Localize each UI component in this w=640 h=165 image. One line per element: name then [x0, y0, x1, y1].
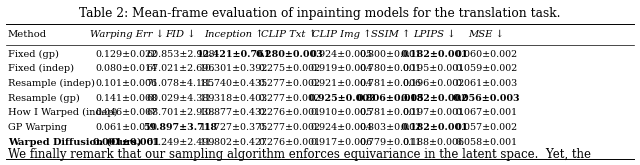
Text: 11.740±0.435: 11.740±0.435	[200, 79, 268, 88]
Text: Warping Err ↓: Warping Err ↓	[90, 30, 164, 39]
Text: Method: Method	[8, 30, 47, 39]
Text: 67.021±2.696: 67.021±2.696	[146, 64, 215, 73]
Text: 0.280±0.003: 0.280±0.003	[255, 50, 323, 59]
Text: Inception ↑: Inception ↑	[204, 30, 264, 39]
Text: 0.781±0.001: 0.781±0.001	[360, 108, 421, 117]
Text: 0.182±0.001: 0.182±0.001	[400, 123, 468, 132]
Text: SSIM ↑: SSIM ↑	[371, 30, 410, 39]
Text: CLIP Txt ↑: CLIP Txt ↑	[261, 30, 317, 39]
Text: 0.182±0.001: 0.182±0.001	[400, 50, 468, 59]
Text: 0.277±0.002: 0.277±0.002	[259, 79, 320, 88]
Text: 0.080±0.014: 0.080±0.014	[96, 64, 157, 73]
Text: 0.921±0.004: 0.921±0.004	[310, 79, 373, 88]
Text: 0.188±0.006: 0.188±0.006	[403, 138, 465, 147]
Text: 0.917±0.006: 0.917±0.006	[310, 138, 373, 147]
Text: 0.919±0.004: 0.919±0.004	[310, 64, 373, 73]
Text: 11.727±0.375: 11.727±0.375	[200, 123, 268, 132]
Text: 0.101±0.006: 0.101±0.006	[95, 79, 158, 88]
Text: 11.802±0.427: 11.802±0.427	[200, 138, 268, 147]
Text: Resample (indep): Resample (indep)	[8, 79, 95, 88]
Text: 10.301±0.392: 10.301±0.392	[200, 64, 268, 73]
Text: 0.800±0.001: 0.800±0.001	[360, 50, 421, 59]
Text: FID ↓: FID ↓	[165, 30, 196, 39]
Text: 0.046±0.007: 0.046±0.007	[95, 108, 158, 117]
Text: 0.276±0.001: 0.276±0.001	[258, 138, 321, 147]
Text: 60.853±2.908: 60.853±2.908	[146, 50, 215, 59]
Text: 0.182±0.002: 0.182±0.002	[400, 94, 468, 103]
Text: We finally remark that our sampling algorithm enforces equivariance in the laten: We finally remark that our sampling algo…	[8, 148, 591, 161]
Text: 59.897±3.718: 59.897±3.718	[143, 123, 218, 132]
Text: 0.910±0.005: 0.910±0.005	[310, 108, 373, 117]
Text: 0.275±0.002: 0.275±0.002	[258, 64, 321, 73]
Text: 0.276±0.001: 0.276±0.001	[258, 108, 321, 117]
Text: 0.277±0.002: 0.277±0.002	[259, 94, 320, 103]
Text: 68.701±2.938: 68.701±2.938	[147, 108, 214, 117]
Text: 0.925±0.003: 0.925±0.003	[308, 94, 376, 103]
Text: 0.197±0.001: 0.197±0.001	[403, 108, 465, 117]
Text: 71.078±4.185: 71.078±4.185	[147, 79, 214, 88]
Text: GP Warping: GP Warping	[8, 123, 67, 132]
Text: 0.141±0.008: 0.141±0.008	[96, 94, 157, 103]
Text: 0.058±0.001: 0.058±0.001	[455, 138, 518, 147]
Text: Fixed (gp): Fixed (gp)	[8, 50, 58, 59]
Text: 0.780±0.001: 0.780±0.001	[360, 64, 421, 73]
Text: 0.779±0.011: 0.779±0.011	[359, 138, 422, 147]
Text: 12.421±0.761: 12.421±0.761	[196, 50, 271, 59]
Text: 0.059±0.002: 0.059±0.002	[455, 64, 518, 73]
Text: 0.196±0.002: 0.196±0.002	[403, 79, 465, 88]
Text: Table 2: Mean-frame evaluation of inpainting models for the translation task.: Table 2: Mean-frame evaluation of inpain…	[79, 7, 561, 20]
Text: 0.195±0.001: 0.195±0.001	[403, 64, 465, 73]
Text: 0.001±0.001: 0.001±0.001	[93, 138, 161, 147]
Text: 0.806±0.005: 0.806±0.005	[356, 94, 424, 103]
Text: 60.029±4.389: 60.029±4.389	[146, 94, 215, 103]
Text: Warped Diffusion (Ours): Warped Diffusion (Ours)	[8, 138, 141, 147]
Text: 0.056±0.003: 0.056±0.003	[452, 94, 520, 103]
Text: CLIP Img ↑: CLIP Img ↑	[312, 30, 371, 39]
Text: Fixed (indep): Fixed (indep)	[8, 64, 74, 73]
Text: 0.781±0.006: 0.781±0.006	[359, 79, 422, 88]
Text: 11.318±0.403: 11.318±0.403	[200, 94, 268, 103]
Text: How I Warped (indep): How I Warped (indep)	[8, 108, 117, 117]
Text: 0.061±0.010: 0.061±0.010	[95, 123, 158, 132]
Text: Resample (gp): Resample (gp)	[8, 94, 79, 103]
Text: 0.060±0.002: 0.060±0.002	[455, 50, 518, 59]
Text: 0.061±0.003: 0.061±0.003	[455, 79, 518, 88]
Text: 0.277±0.002: 0.277±0.002	[259, 123, 320, 132]
Text: 0.057±0.002: 0.057±0.002	[455, 123, 518, 132]
Text: 0.129±0.022: 0.129±0.022	[95, 50, 158, 59]
Text: 61.249±2.499: 61.249±2.499	[146, 138, 215, 147]
Text: 0.924±0.004: 0.924±0.004	[310, 123, 373, 132]
Text: LPIPS ↓: LPIPS ↓	[413, 30, 455, 39]
Text: 0.803±0.002: 0.803±0.002	[359, 123, 422, 132]
Text: 0.924±0.005: 0.924±0.005	[310, 50, 373, 59]
Text: MSE ↓: MSE ↓	[468, 30, 504, 39]
Text: 10.877±0.432: 10.877±0.432	[200, 108, 268, 117]
Text: 0.067±0.001: 0.067±0.001	[455, 108, 518, 117]
